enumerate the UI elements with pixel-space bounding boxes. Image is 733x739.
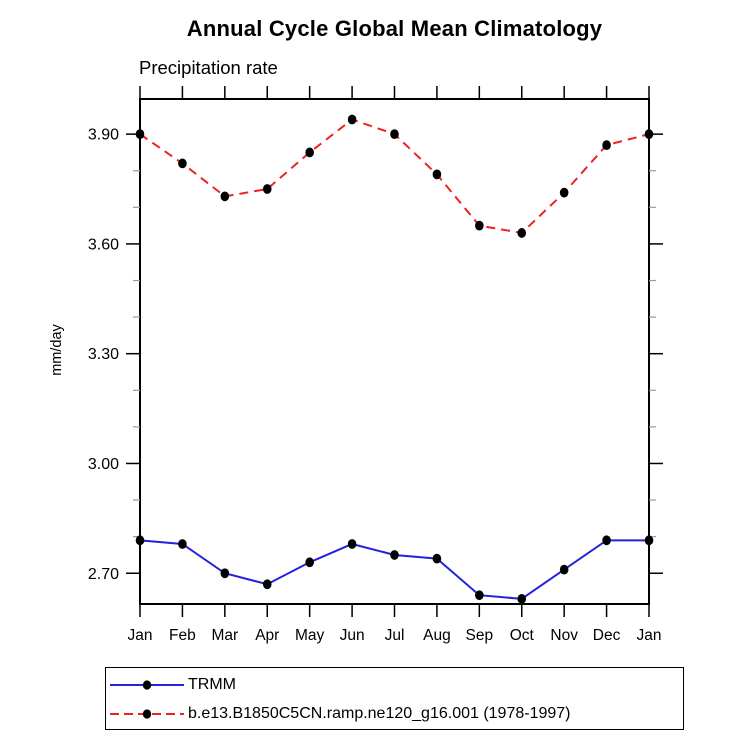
legend-item-trmm: TRMM xyxy=(106,670,683,699)
legend: TRMM b.e13.B1850C5CN.ramp.ne120_g16.001 … xyxy=(105,667,684,730)
model-sample-marker-icon xyxy=(142,708,152,719)
legend-item-model: b.e13.B1850C5CN.ramp.ne120_g16.001 (1978… xyxy=(106,699,683,728)
trmm-line-sample-icon xyxy=(110,679,184,690)
model-data-point xyxy=(262,184,272,194)
trmm-data-point xyxy=(517,593,527,604)
trmm-data-point xyxy=(347,539,357,549)
model-data-point xyxy=(347,114,357,125)
x-axis-tick-label: Mar xyxy=(211,627,238,644)
y-axis-tick-label: 2.70 xyxy=(88,566,119,583)
y-axis-tick-label: 3.30 xyxy=(88,346,119,363)
trmm-data-point xyxy=(432,553,442,564)
y-axis-tick-label: 3.00 xyxy=(88,456,119,473)
x-axis-tick-label: Sep xyxy=(466,627,494,644)
x-axis-tick-label: Jan xyxy=(637,627,662,644)
model-data-point xyxy=(220,191,230,202)
model-data-point xyxy=(135,129,145,140)
trmm-data-point xyxy=(602,535,611,546)
trmm-data-point xyxy=(178,539,187,549)
x-axis-tick-label: Feb xyxy=(169,627,196,644)
x-axis-tick-label: Aug xyxy=(423,627,451,644)
chart-title: Annual Cycle Global Mean Climatology xyxy=(186,16,603,41)
model-data-point xyxy=(517,228,527,238)
x-axis-tick-label: Jul xyxy=(385,627,405,644)
model-data-point xyxy=(644,129,654,140)
trmm-data-point xyxy=(644,535,654,546)
model-data-point xyxy=(305,147,314,158)
trmm-sample-marker-icon xyxy=(142,679,152,690)
model-data-point xyxy=(390,129,399,140)
trmm-data-point xyxy=(475,590,484,601)
x-axis-tick-label: Nov xyxy=(550,627,578,644)
x-axis-tick-label: Oct xyxy=(510,627,535,644)
plot-frame xyxy=(139,98,650,605)
y-axis-tick-label: 3.90 xyxy=(88,127,119,144)
trmm-data-point xyxy=(135,535,145,546)
model-data-point xyxy=(602,140,611,151)
model-line-sample-icon xyxy=(110,708,184,719)
model-data-point xyxy=(178,158,187,169)
model-data-point xyxy=(475,220,484,231)
x-axis-tick-label: May xyxy=(295,627,325,644)
legend-label-model: b.e13.B1850C5CN.ramp.ne120_g16.001 (1978… xyxy=(188,704,571,722)
model-data-point xyxy=(559,187,569,198)
x-axis-tick-label: Dec xyxy=(593,627,621,644)
x-axis-tick-label: Jun xyxy=(340,627,365,644)
chart-subtitle: Precipitation rate xyxy=(139,57,278,78)
trmm-data-point xyxy=(559,564,569,575)
trmm-series-line xyxy=(139,539,649,600)
x-axis-tick-label: Apr xyxy=(255,627,279,644)
trmm-data-point xyxy=(390,550,399,560)
legend-label-trmm: TRMM xyxy=(188,675,236,693)
y-axis-tick-label: 3.60 xyxy=(88,236,119,253)
trmm-data-point xyxy=(305,557,314,568)
trmm-data-point xyxy=(262,579,272,590)
model-data-point xyxy=(432,169,442,180)
x-axis-tick-label: Jan xyxy=(128,627,153,644)
trmm-data-point xyxy=(220,568,230,579)
plot-area: Jan Feb Mar Apr May Jun Jul Aug Sep Oct Nov Dec Jan 2… xyxy=(88,86,663,644)
